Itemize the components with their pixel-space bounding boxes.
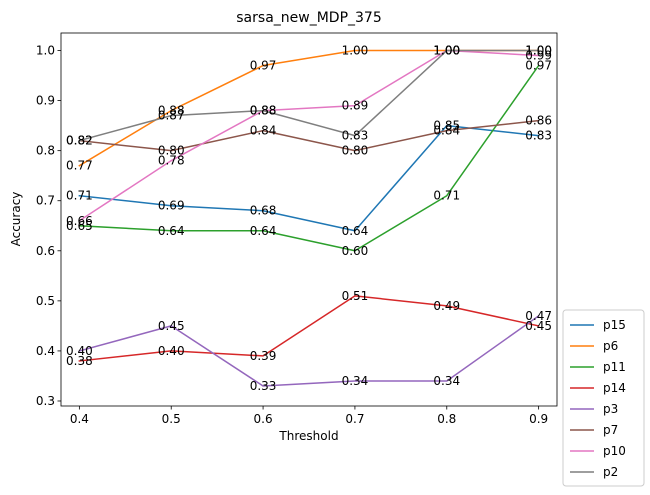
data-label-p10: 0.66 bbox=[66, 214, 93, 228]
data-label-p10: 1.00 bbox=[433, 44, 460, 58]
x-tick-label: 0.5 bbox=[162, 412, 181, 426]
data-label-p3: 0.34 bbox=[433, 374, 460, 388]
data-label-p2: 0.83 bbox=[342, 129, 369, 143]
legend-label-p11: p11 bbox=[603, 360, 626, 374]
x-tick-label: 0.4 bbox=[70, 412, 89, 426]
y-tick-label: 0.5 bbox=[36, 294, 55, 308]
chart-title: sarsa_new_MDP_375 bbox=[236, 10, 381, 26]
y-tick-label: 0.3 bbox=[36, 394, 55, 408]
plot-area: 0.710.69 0.680.640.850.830.770.880.971.00… bbox=[36, 32, 558, 426]
data-label-p6: 0.97 bbox=[250, 59, 277, 73]
legend-label-p10: p10 bbox=[603, 444, 626, 458]
axes-frame bbox=[60, 32, 558, 407]
data-label-p10: 0.99 bbox=[525, 49, 552, 63]
data-label-p14: 0.51 bbox=[342, 289, 369, 303]
y-tick-label: 0.4 bbox=[36, 344, 55, 358]
data-label-p14: 0.39 bbox=[250, 349, 277, 363]
data-label-p7: 0.82 bbox=[66, 134, 93, 148]
legend: p15 p6 p11 p14 p3 p7 p10 p2 bbox=[562, 309, 645, 487]
data-label-p6: 1.00 bbox=[342, 44, 369, 58]
data-label-p11: 0.97 bbox=[525, 59, 552, 73]
legend-label-p15: p15 bbox=[603, 318, 626, 332]
y-tick-label: 0.8 bbox=[36, 144, 55, 158]
x-tick-label: 0.7 bbox=[345, 412, 364, 426]
data-label-p6: 1.00 bbox=[433, 44, 460, 58]
legend-label-p14: p14 bbox=[603, 381, 626, 395]
data-label-p6: 0.77 bbox=[66, 159, 93, 173]
data-label-p15: 0.68 bbox=[250, 204, 277, 218]
legend-box bbox=[562, 309, 645, 487]
data-label-p7: 0.84 bbox=[250, 124, 277, 138]
data-label-p11: 0.64 bbox=[250, 224, 277, 238]
data-label-p6: 0.88 bbox=[158, 104, 185, 118]
legend-label-p2: p2 bbox=[603, 465, 618, 479]
series-line-p11 bbox=[78, 64, 540, 252]
data-label-p7: 0.80 bbox=[342, 144, 369, 158]
y-tick-label: 1.0 bbox=[36, 44, 55, 58]
series-line-p3 bbox=[78, 314, 540, 387]
data-label-p2: 1.00 bbox=[433, 44, 460, 58]
data-label-p14: 0.38 bbox=[66, 354, 93, 368]
series-line-p2 bbox=[78, 49, 540, 142]
y-tick-label: 0.6 bbox=[36, 244, 55, 258]
data-label-p3: 0.47 bbox=[525, 309, 552, 323]
data-label-p3: 0.40 bbox=[66, 344, 93, 358]
x-tick-label: 0.6 bbox=[254, 412, 273, 426]
legend-label-p3: p3 bbox=[603, 402, 618, 416]
x-tick-label: 0.9 bbox=[529, 412, 548, 426]
data-label-p3: 0.33 bbox=[250, 379, 277, 393]
series-line-p10 bbox=[78, 49, 540, 222]
data-label-p14: 0.40 bbox=[158, 344, 185, 358]
data-label-p10: 0.78 bbox=[158, 154, 185, 168]
y-tick-label: 0.7 bbox=[36, 194, 55, 208]
data-label-p14: 0.45 bbox=[525, 319, 552, 333]
series-line-p14 bbox=[78, 295, 540, 362]
data-label-p2: 0.88 bbox=[250, 104, 277, 118]
legend-label-p7: p7 bbox=[603, 423, 618, 437]
data-label-p7: 0.84 bbox=[433, 124, 460, 138]
x-axis-label: Threshold bbox=[278, 429, 338, 443]
data-label-p15: 0.69 bbox=[158, 199, 185, 213]
data-label-p11: 0.71 bbox=[433, 189, 460, 203]
data-label-p10: 0.88 bbox=[250, 104, 277, 118]
data-label-p2: 1.00 bbox=[525, 44, 552, 58]
x-tick-label: 0.8 bbox=[437, 412, 456, 426]
data-label-p15: 0.83 bbox=[525, 129, 552, 143]
legend-label-p6: p6 bbox=[603, 339, 618, 353]
data-label-p15: 0.85 bbox=[433, 119, 460, 133]
data-label-p6: 1.00 bbox=[525, 44, 552, 58]
data-label-p7: 0.80 bbox=[158, 144, 185, 158]
series-line-p15 bbox=[78, 124, 540, 232]
series-line-p7 bbox=[78, 119, 540, 152]
data-label-p2: 0.82 bbox=[66, 134, 93, 148]
y-tick-label: 0.9 bbox=[36, 94, 55, 108]
data-label-p11: 0.64 bbox=[158, 224, 185, 238]
data-label-p15: 0.64 bbox=[342, 224, 369, 238]
data-label-p11: 0.65 bbox=[66, 219, 93, 233]
y-axis-label: Accuracy bbox=[9, 192, 23, 247]
data-label-p14: 0.49 bbox=[433, 299, 460, 313]
data-label-p15: 0.71 bbox=[66, 189, 93, 203]
data-label-p3: 0.34 bbox=[342, 374, 369, 388]
data-label-p2: 0.87 bbox=[158, 109, 185, 123]
data-label-p7: 0.86 bbox=[525, 114, 552, 128]
data-label-p10: 0.89 bbox=[342, 99, 369, 113]
data-label-p3: 0.45 bbox=[158, 319, 185, 333]
data-label-p11: 0.60 bbox=[342, 244, 369, 258]
